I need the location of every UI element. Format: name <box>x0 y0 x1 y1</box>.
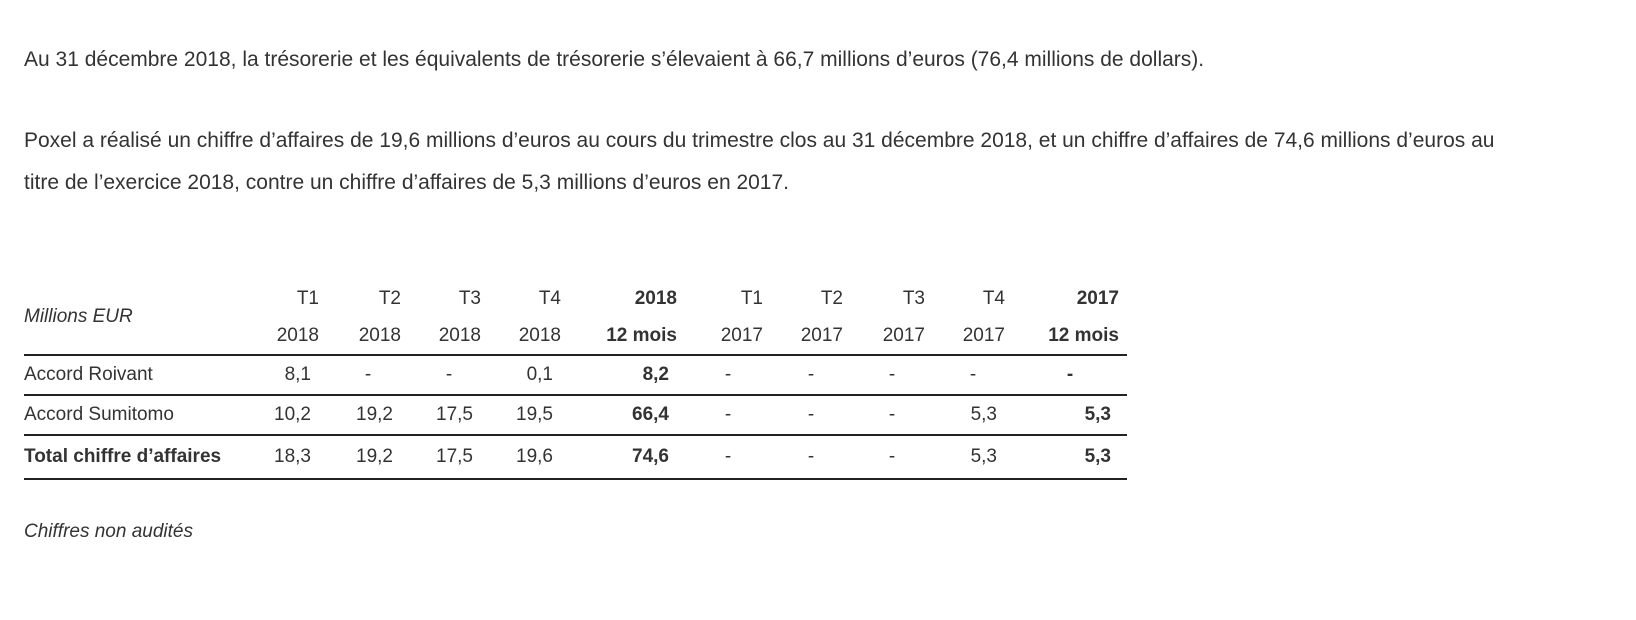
table-cell: 18,3 <box>257 435 327 480</box>
header-cell: 2018 <box>489 318 569 356</box>
unit-label: Millions EUR <box>24 280 257 356</box>
paragraph-cash: Au 31 décembre 2018, la trésorerie et le… <box>24 48 1205 71</box>
table-row-total: Total chiffre d’affaires 18,3 19,2 17,5 … <box>24 435 1127 480</box>
table-cell: 66,4 <box>569 395 685 436</box>
table-cell: - <box>771 395 851 436</box>
table-cell: - <box>771 355 851 396</box>
header-cell: 2017 <box>685 318 771 356</box>
header-cell: 2018 <box>634 288 677 309</box>
table-cell: 19,5 <box>489 395 569 436</box>
table-cell: - <box>771 435 851 480</box>
table-cell: 5,3 <box>933 395 1013 436</box>
header-cell: 2017 <box>851 318 933 356</box>
table-cell: - <box>327 355 409 396</box>
header-cell: 12 mois <box>569 318 685 356</box>
header-cell: 2018 <box>409 318 489 356</box>
header-cell: T4 <box>538 288 561 309</box>
table-cell: - <box>851 355 933 396</box>
header-cell: 2017 <box>771 318 851 356</box>
header-cell: 12 mois <box>1013 318 1127 356</box>
table-cell: - <box>409 355 489 396</box>
table-cell: - <box>851 395 933 436</box>
table-cell: - <box>1013 355 1127 396</box>
table-cell: 74,6 <box>569 435 685 480</box>
table-cell: 17,5 <box>409 435 489 480</box>
table-cell: - <box>851 435 933 480</box>
row-label: Accord Roivant <box>24 355 257 396</box>
table-header-row-bottom: 2018 2018 2018 2018 12 mois 2017 2017 20… <box>24 318 1127 356</box>
header-cell: T4 <box>982 288 1005 309</box>
header-cell: T3 <box>902 288 925 309</box>
header-cell: 2017 <box>933 318 1013 356</box>
header-cell: T3 <box>458 288 481 309</box>
table-cell: 8,1 <box>257 355 327 396</box>
table-cell: - <box>685 395 771 436</box>
table-cell: 5,3 <box>933 435 1013 480</box>
table-cell: 10,2 <box>257 395 327 436</box>
header-cell: 2017 <box>1076 288 1119 309</box>
table-cell: 5,3 <box>1013 435 1127 480</box>
header-cell: T1 <box>296 288 319 309</box>
row-label: Total chiffre d’affaires <box>24 435 257 480</box>
table-cell: - <box>685 435 771 480</box>
header-cell: T1 <box>740 288 763 309</box>
row-label: Accord Sumitomo <box>24 395 257 436</box>
table-cell: 5,3 <box>1013 395 1127 436</box>
paragraph-revenue: Poxel a réalisé un chiffre d’affaires de… <box>24 129 1495 194</box>
header-cell: T2 <box>378 288 401 309</box>
table-cell: 19,2 <box>327 395 409 436</box>
table-footnote: Chiffres non audités <box>24 521 193 542</box>
header-cell: 2018 <box>257 318 327 356</box>
header-cell: T2 <box>820 288 843 309</box>
table-row: Accord Sumitomo 10,2 19,2 17,5 19,5 66,4… <box>24 395 1127 436</box>
table-row: Accord Roivant 8,1 - - 0,1 8,2 - - - - - <box>24 355 1127 396</box>
table-cell: 0,1 <box>489 355 569 396</box>
table-cell: - <box>933 355 1013 396</box>
table-cell: 8,2 <box>569 355 685 396</box>
table-header-row-top: Millions EUR T1 T2 T3 T4 2018 T1 T2 T3 T… <box>24 280 1127 356</box>
table-cell: 19,2 <box>327 435 409 480</box>
header-cell: 2018 <box>327 318 409 356</box>
revenue-table: Millions EUR T1 T2 T3 T4 2018 T1 T2 T3 T… <box>24 280 1127 480</box>
table-cell: 19,6 <box>489 435 569 480</box>
table-cell: 17,5 <box>409 395 489 436</box>
table-cell: - <box>685 355 771 396</box>
